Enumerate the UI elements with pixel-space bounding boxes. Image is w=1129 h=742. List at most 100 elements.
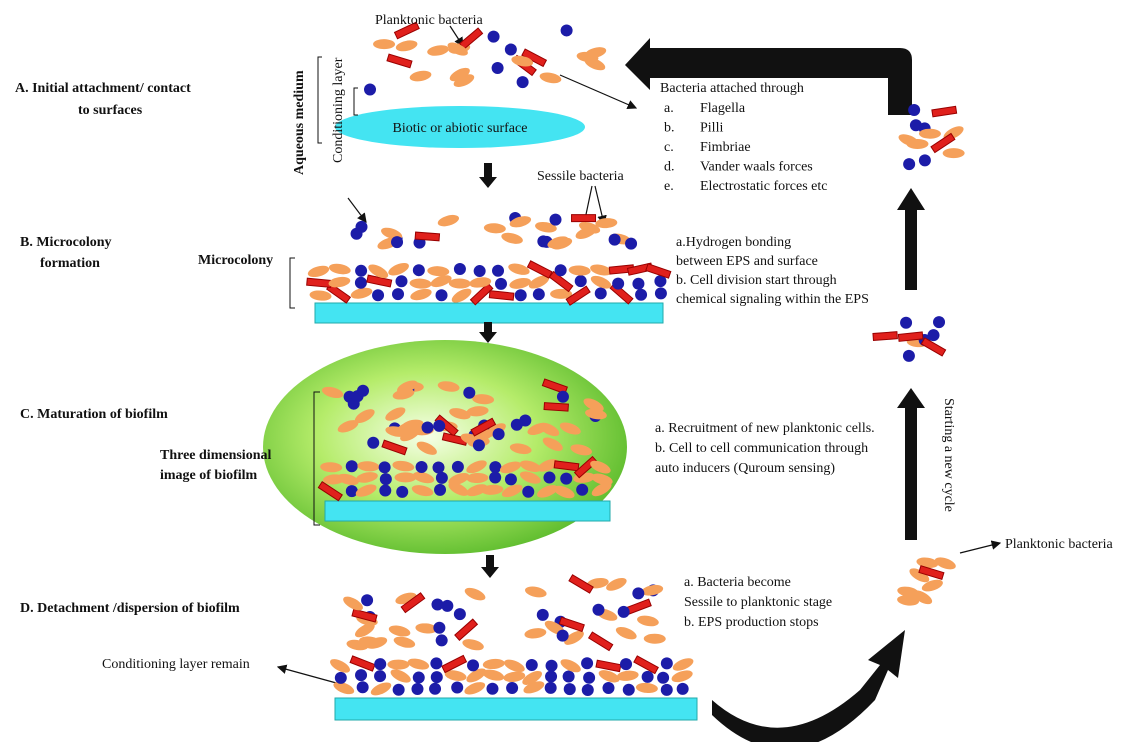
bacillus (527, 422, 549, 435)
coccus (412, 671, 425, 684)
bacillus (504, 659, 525, 673)
sessile-label: Sessile bacteria (537, 169, 624, 184)
coccus (355, 264, 368, 277)
coccus (641, 670, 654, 683)
stage-a-label: A. Initial attachment/ contact (15, 81, 191, 96)
bacillus (918, 128, 941, 139)
coccus (361, 594, 374, 607)
coccus (435, 471, 448, 484)
coccus (356, 681, 369, 694)
coccus (374, 670, 387, 683)
coccus (560, 472, 573, 485)
rod (381, 439, 408, 456)
coccus (544, 681, 557, 694)
bacillus (568, 265, 591, 276)
coccus (504, 43, 517, 56)
bacillus (449, 67, 470, 82)
bacillus (635, 682, 658, 694)
coccus (903, 158, 916, 171)
coccus (453, 263, 466, 276)
coccus (654, 287, 667, 300)
coccus (356, 384, 369, 397)
bacillus (385, 407, 406, 421)
bacillus (547, 236, 569, 249)
bacillus (453, 74, 475, 87)
bacillus (356, 472, 378, 483)
coccus (632, 587, 645, 600)
rod (521, 48, 548, 68)
coccus (536, 608, 549, 621)
bacillus (522, 670, 543, 685)
coccus (525, 658, 538, 671)
coccus (453, 608, 466, 621)
surface-d (334, 697, 698, 721)
stage-b-note: between EPS and surface (676, 254, 818, 269)
coccus (431, 598, 444, 611)
bacillus (307, 265, 330, 278)
bacillus (550, 288, 573, 299)
coccus (900, 316, 913, 329)
brackets (289, 56, 358, 526)
coccus (676, 682, 689, 695)
attached-title: Bacteria attached through (660, 81, 804, 96)
bacillus (333, 681, 355, 695)
rod (414, 231, 441, 242)
bacillus (330, 659, 351, 673)
bacillus (909, 568, 930, 583)
coccus (367, 436, 380, 449)
bacillus (447, 42, 468, 56)
rod (625, 598, 652, 615)
stage-b-note: a.Hydrogen bonding (676, 235, 791, 250)
coccus (576, 483, 589, 496)
list-letter: d. (664, 160, 675, 175)
coccus (620, 658, 633, 671)
coccus (545, 659, 558, 672)
bacillus (501, 484, 523, 498)
bacillus (328, 263, 351, 275)
bacillus (590, 275, 612, 289)
coccus (434, 483, 447, 496)
rod (543, 402, 569, 412)
bacillus (321, 386, 344, 399)
bacillus (590, 460, 611, 474)
bacillus (354, 409, 375, 424)
coccus (451, 460, 464, 473)
coccus (635, 288, 648, 301)
coccus (506, 682, 519, 695)
bacillus (464, 587, 486, 601)
bacillus (542, 437, 563, 451)
microcolony-label: Microcolony (198, 253, 273, 268)
rod (470, 417, 497, 437)
bacillus (570, 444, 592, 456)
bacillus (355, 484, 377, 497)
rod (931, 105, 958, 118)
coccus (581, 683, 594, 696)
bacillus (462, 639, 484, 651)
bacillus (343, 596, 363, 611)
bacillus (671, 670, 693, 683)
bacillus (416, 441, 437, 455)
rod (558, 616, 585, 633)
bacillus (501, 232, 523, 244)
bacillus (337, 473, 359, 486)
bacillus (320, 462, 343, 473)
bacillus (448, 278, 471, 289)
coccus (435, 289, 448, 302)
bacillus (499, 461, 522, 474)
aqueous-label: Aqueous medium (292, 70, 307, 175)
bacillus (390, 669, 411, 683)
bacillus (472, 394, 495, 405)
bacillus (409, 278, 432, 289)
bacteria (306, 21, 965, 696)
remain-label: Conditioning layer remain (102, 657, 250, 672)
bacillus (466, 473, 489, 484)
coccus (392, 683, 405, 696)
coccus (467, 659, 480, 672)
coccus (411, 683, 424, 696)
bacillus (392, 388, 415, 400)
coccus (495, 277, 508, 290)
bacillus (448, 482, 469, 496)
bacillus (437, 214, 460, 227)
coccus (421, 421, 434, 434)
